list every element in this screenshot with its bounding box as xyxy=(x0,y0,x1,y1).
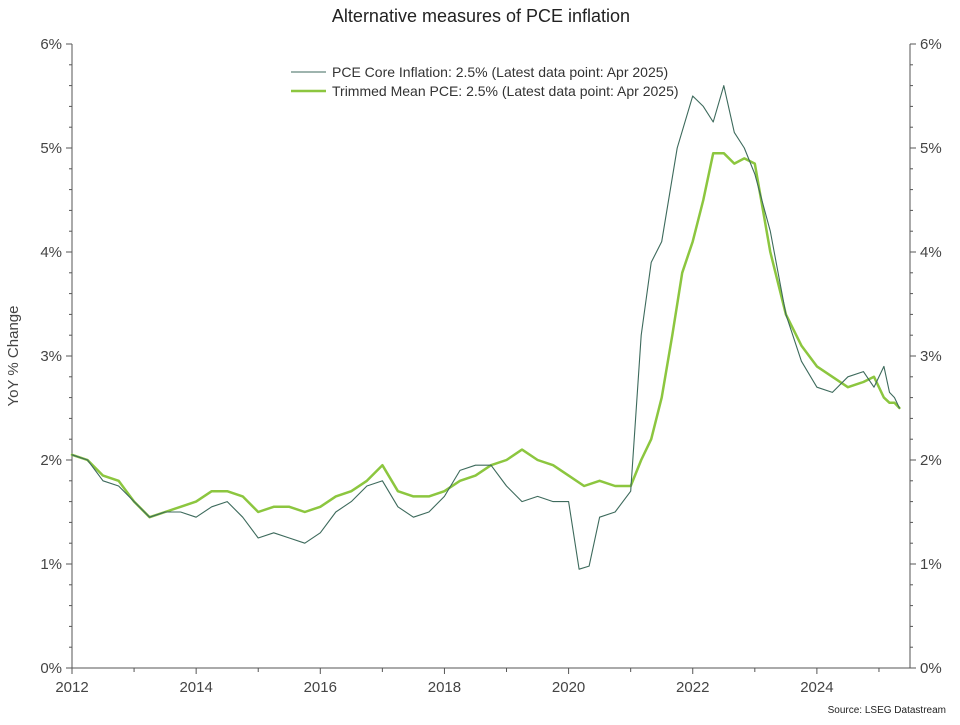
legend: PCE Core Inflation: 2.5% (Latest data po… xyxy=(291,64,679,99)
y-tick-label-left: 0% xyxy=(40,660,62,677)
y-tick-label-left: 2% xyxy=(40,452,62,469)
y-tick-label-left: 3% xyxy=(40,348,62,365)
y-tick-label-right: 0% xyxy=(920,660,942,677)
y-tick-label-right: 1% xyxy=(920,556,942,573)
y-axis-label: YoY % Change xyxy=(5,306,22,407)
series-line-pce-core xyxy=(71,85,900,570)
legend-label-pce-core: PCE Core Inflation: 2.5% (Latest data po… xyxy=(332,64,668,80)
x-tick-label: 2014 xyxy=(179,679,212,696)
axes: 0% 0% 1% 1% 2% 2% 3% 3% 4% 4% 5% 5% 6% 6% 2012 2014 2016… xyxy=(40,36,941,696)
series-line-trimmed-mean xyxy=(70,151,901,519)
source-note: Source: LSEG Datastream xyxy=(828,705,946,716)
y-tick-label-right: 6% xyxy=(920,36,942,53)
y-tick-label-left: 6% xyxy=(40,36,62,53)
x-tick-label: 2012 xyxy=(55,679,88,696)
y-tick-label-right: 3% xyxy=(920,348,942,365)
y-tick-label-left: 5% xyxy=(40,140,62,157)
y-tick-label-right: 2% xyxy=(920,452,942,469)
x-tick-label: 2018 xyxy=(428,679,461,696)
x-tick-label: 2024 xyxy=(800,679,833,696)
chart-title: Alternative measures of PCE inflation xyxy=(332,6,630,26)
x-tick-label: 2022 xyxy=(676,679,709,696)
x-tick-label: 2016 xyxy=(304,679,337,696)
legend-label-trimmed-mean: Trimmed Mean PCE: 2.5% (Latest data poin… xyxy=(332,83,679,99)
y-tick-label-right: 4% xyxy=(920,244,942,261)
y-tick-label-left: 1% xyxy=(40,556,62,573)
y-tick-label-right: 5% xyxy=(920,140,942,157)
series-lines xyxy=(70,85,901,570)
y-tick-label-left: 4% xyxy=(40,244,62,261)
x-tick-label: 2020 xyxy=(552,679,585,696)
